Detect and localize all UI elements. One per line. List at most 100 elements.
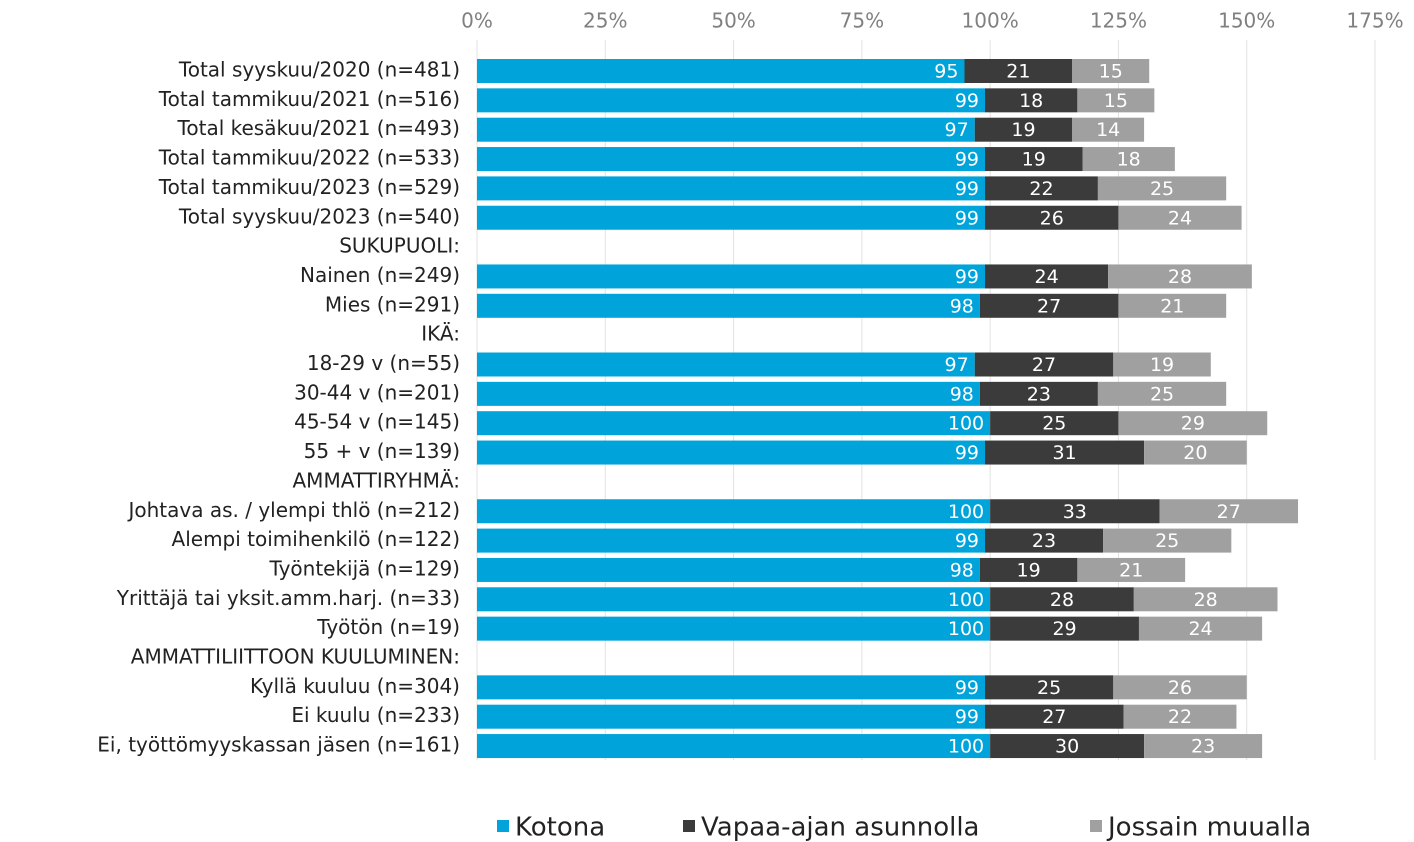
bar-segment [985,88,1078,113]
data-label: 25 [1150,383,1174,405]
data-label: 100 [948,589,984,611]
y-tick-label: Ei, työttömyyskassan jäsen (n=161) [97,733,460,757]
bar-segment [990,616,1139,641]
bar-segment [1113,352,1211,377]
bar-segment [985,264,1109,289]
bar-segment [979,557,1078,582]
bar-segment [477,381,980,406]
bar-segment [979,381,1098,406]
bar-segment [1113,675,1247,700]
y-tick-label: Mies (n=291) [325,292,460,316]
bar-segment [985,704,1124,729]
bar-segment [477,205,986,230]
x-tick-label: 75% [840,9,884,33]
data-label: 15 [1099,61,1123,83]
data-label: 14 [1096,119,1120,141]
bar-segment [1103,528,1232,553]
bar-segment [985,528,1104,553]
data-label: 99 [955,178,979,200]
bar-segment [1097,176,1227,201]
y-tick-label: Työntekijä (n=129) [268,556,460,580]
bar-segment [477,528,986,553]
bar-segment [964,59,1073,83]
data-label: 18 [1019,90,1043,112]
data-label: 20 [1183,442,1207,464]
y-tick-label: Yrittäjä tai yksit.amm.harj. (n=33) [116,586,460,610]
y-tick-label: Johtava as. / ylempi thlö (n=212) [126,498,460,522]
bar-segment [477,264,986,289]
bar-segment [990,411,1119,436]
data-label: 100 [948,736,984,758]
data-label: 21 [1160,295,1184,317]
bar-segment [477,59,965,83]
y-tick-label: Total syyskuu/2020 (n=481) [178,58,460,82]
data-label: 99 [955,442,979,464]
data-label: 25 [1037,677,1061,699]
data-label: 29 [1181,413,1205,435]
bar-segment [1077,88,1155,113]
bar-segment [1072,117,1145,142]
data-label: 22 [1029,178,1053,200]
data-label: 24 [1034,266,1058,288]
bar-segment [1118,293,1227,318]
bar-segment [477,147,986,172]
bar-segment [1144,734,1263,759]
legend-label: Vapaa-ajan asunnolla [701,813,979,842]
data-label: 19 [1017,559,1041,581]
bar-segment [477,557,980,582]
data-label: 19 [1011,119,1035,141]
data-label: 97 [945,119,969,141]
data-label: 99 [955,207,979,229]
data-label: 23 [1032,530,1056,552]
data-label: 28 [1194,589,1218,611]
legend-swatch [683,820,695,832]
bar-segment [1072,59,1150,83]
data-label: 98 [950,559,974,581]
data-label: 26 [1168,677,1192,699]
bar-segment [1133,587,1278,612]
data-label: 21 [1119,559,1143,581]
bar-segment [477,352,975,377]
data-label: 21 [1006,61,1030,83]
data-label: 23 [1191,736,1215,758]
data-label: 24 [1168,207,1192,229]
y-tick-label: SUKUPUOLI: [339,234,460,258]
data-label: 19 [1022,149,1046,171]
x-tick-label: 0% [461,9,493,33]
data-label: 99 [955,90,979,112]
y-tick-label: 55 + v (n=139) [304,439,460,463]
bar-segment [477,499,991,524]
data-label: 31 [1052,442,1076,464]
data-label: 33 [1063,501,1087,523]
legend-label: Kotona [515,813,605,842]
data-label: 29 [1052,618,1076,640]
data-label: 22 [1168,706,1192,728]
data-label: 19 [1150,354,1174,376]
bar-segment [1123,704,1237,729]
y-tick-label: 45-54 v (n=145) [294,410,460,434]
data-label: 28 [1168,266,1192,288]
data-label: 97 [945,354,969,376]
data-label: 99 [955,149,979,171]
data-label: 27 [1217,501,1241,523]
bar-segment [985,440,1145,465]
bar-segment [974,352,1114,377]
data-label: 99 [955,706,979,728]
x-tick-label: 175% [1346,9,1403,33]
data-label: 30 [1055,736,1079,758]
bar-segment [1144,440,1247,465]
legend-swatch [497,820,509,832]
y-tick-label: Total tammikuu/2022 (n=533) [158,146,460,170]
data-label: 24 [1188,618,1212,640]
y-tick-label: Total tammikuu/2023 (n=529) [158,175,460,199]
bar-segment [1118,411,1268,436]
data-label: 28 [1050,589,1074,611]
bar-segment [985,147,1083,172]
bar-segment [1108,264,1252,289]
y-tick-label: Total tammikuu/2021 (n=516) [158,87,460,111]
y-tick-label: 30-44 v (n=201) [294,380,460,404]
data-label: 25 [1042,413,1066,435]
bar-segment [477,616,991,641]
bar-segment [1077,557,1186,582]
bar-segment [974,117,1073,142]
